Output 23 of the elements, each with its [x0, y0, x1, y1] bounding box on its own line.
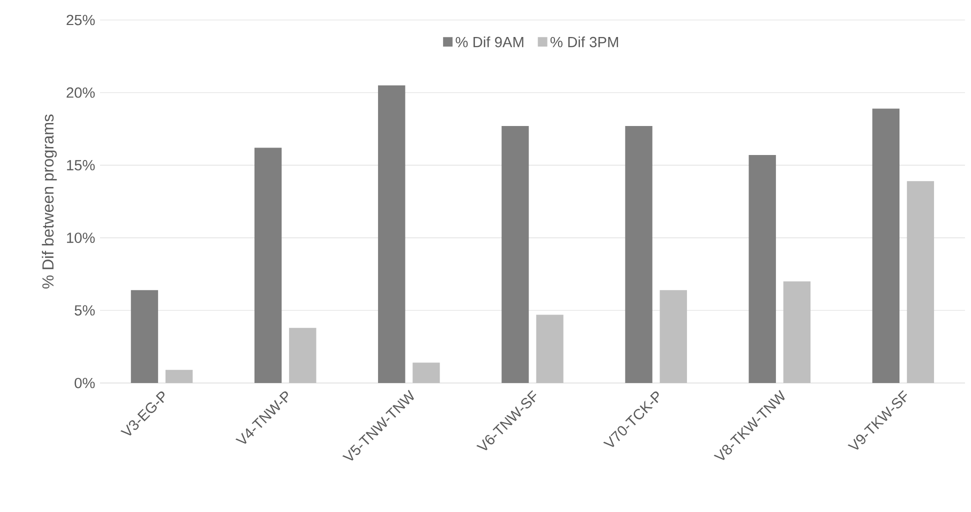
bar — [502, 126, 529, 383]
bar — [412, 362, 440, 383]
y-tick-label: 20% — [66, 87, 95, 98]
bar — [660, 290, 687, 383]
bar — [906, 181, 934, 383]
bar — [536, 314, 564, 383]
y-axis-title: % Dif between programs — [42, 114, 57, 289]
y-tick-label: 10% — [67, 232, 95, 243]
bar — [872, 108, 900, 383]
bar — [625, 126, 652, 383]
bar — [748, 155, 776, 383]
bar — [378, 85, 406, 383]
y-tick-label: 5% — [74, 305, 95, 316]
legend-label: % Dif 3PM — [550, 36, 618, 48]
bar — [254, 148, 282, 383]
y-tick-label: 15% — [67, 160, 95, 170]
legend-label: % Dif 9AM — [456, 36, 524, 48]
bar — [130, 290, 158, 383]
bar — [783, 281, 811, 383]
bar — [289, 328, 316, 383]
bar — [165, 370, 193, 383]
y-tick-label: 25% — [66, 14, 95, 26]
y-tick-label: 0% — [74, 378, 95, 388]
